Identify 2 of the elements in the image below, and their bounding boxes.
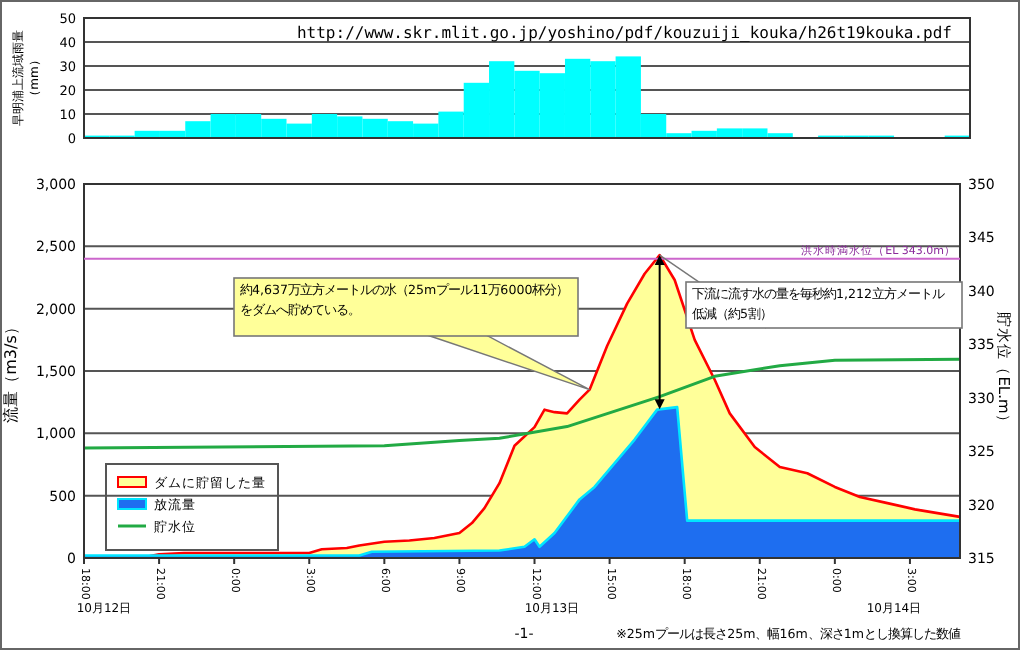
y-axis-title: 流量（m3/s） xyxy=(2,319,20,423)
annotation: http://www.skr.mlit.go.jp/yoshino/pdf/kouzuiji_kouka/h26t19kouka.pdf xyxy=(296,24,953,42)
